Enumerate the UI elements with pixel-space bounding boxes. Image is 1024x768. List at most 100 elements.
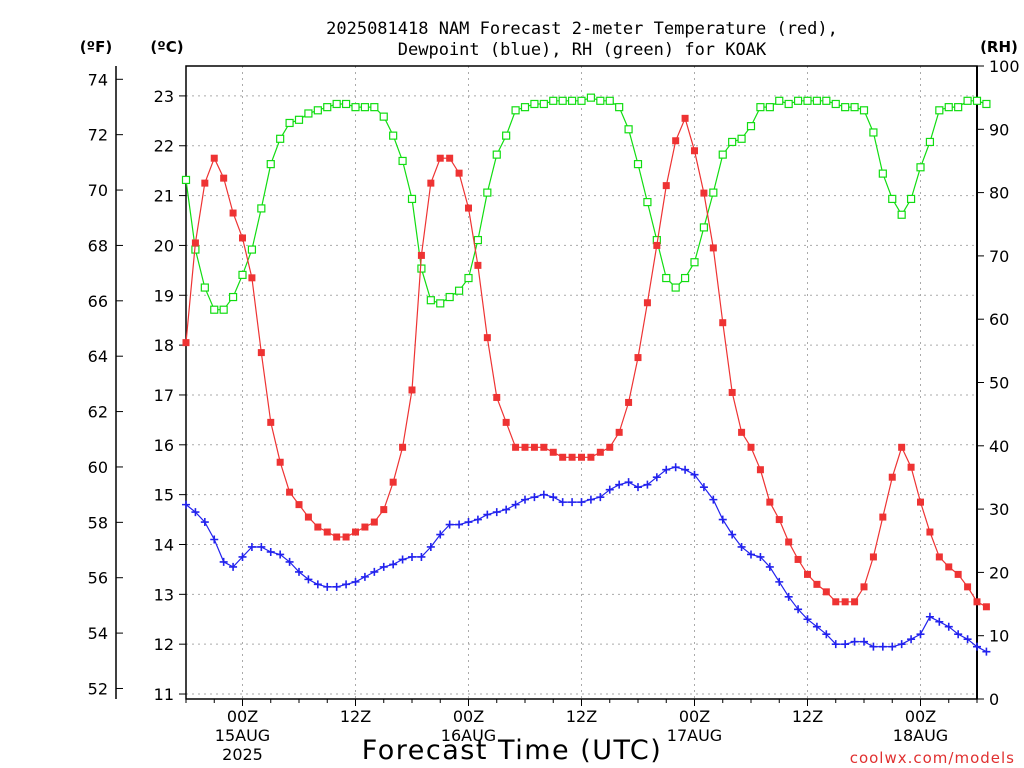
temperature-series-marker xyxy=(766,498,774,506)
rh-series-marker xyxy=(304,109,313,118)
temperature-series-marker xyxy=(935,553,943,561)
rh-series-marker xyxy=(407,194,417,204)
dewpoint-series-marker xyxy=(869,642,878,651)
tick-label-fahrenheit: 66 xyxy=(88,292,108,311)
temperature-series-marker xyxy=(380,506,388,514)
temperature-series-marker xyxy=(399,443,407,451)
dewpoint-series-marker xyxy=(511,500,520,509)
tick-label-celsius: 20 xyxy=(154,236,174,255)
rh-series-marker xyxy=(709,188,718,197)
temperature-series-marker xyxy=(775,516,783,524)
dewpoint-series-marker xyxy=(841,640,850,649)
rh-series-marker xyxy=(954,103,963,112)
dewpoint-series-marker xyxy=(210,535,219,544)
rh-series-marker xyxy=(285,118,294,128)
series-layer xyxy=(181,93,991,656)
temperature-series-marker xyxy=(446,154,454,162)
tick-label-rh: 40 xyxy=(989,437,1009,456)
dewpoint-series-marker xyxy=(521,495,529,504)
dewpoint-series-marker xyxy=(332,582,341,591)
temperature-series-marker xyxy=(813,580,821,588)
rh-series-marker xyxy=(596,96,605,105)
rh-series-marker xyxy=(483,188,492,197)
dewpoint-series-marker xyxy=(690,470,699,479)
temperature-series-marker xyxy=(898,443,906,451)
temperature-series-marker xyxy=(229,209,237,217)
temperature-series-marker xyxy=(276,458,284,466)
dewpoint-series-marker xyxy=(634,483,642,492)
rh-series-marker xyxy=(916,163,925,172)
tick-label-rh: 90 xyxy=(989,120,1009,139)
dewpoint-series-marker xyxy=(596,493,605,502)
temperature-series-marker xyxy=(239,234,246,242)
tick-label-fahrenheit: 68 xyxy=(88,236,108,255)
rh-series-marker xyxy=(803,96,812,105)
x-axis-label: Forecast Time (UTC) xyxy=(362,735,663,766)
plot-frame xyxy=(185,65,978,700)
temperature-series-marker xyxy=(455,169,463,177)
rh-series-marker xyxy=(718,150,727,159)
rh-series-marker xyxy=(492,150,501,159)
rh-series-marker xyxy=(897,210,906,219)
temperature-series-marker xyxy=(540,443,548,451)
temperature-series-marker xyxy=(352,528,359,536)
rh-series-marker xyxy=(624,125,633,134)
dewpoint-series-marker xyxy=(878,642,887,651)
temperature-series-marker xyxy=(427,179,435,187)
temperature-series-marker xyxy=(257,349,265,357)
dewpoint-series-marker xyxy=(266,547,275,556)
dewpoint-series-marker xyxy=(888,642,897,651)
temperature-series-marker xyxy=(653,241,661,249)
temperature-series-marker xyxy=(860,583,868,591)
tick-label-celsius: 17 xyxy=(154,386,174,405)
rh-series-marker xyxy=(530,99,539,109)
dewpoint-series-marker xyxy=(944,622,953,631)
dewpoint-series-marker xyxy=(502,505,511,514)
rh-series-marker xyxy=(360,103,370,112)
rh-series-marker xyxy=(370,103,379,112)
rh-series-marker xyxy=(906,194,916,204)
temperature-series-marker xyxy=(747,443,755,451)
tick-label-rh: 30 xyxy=(989,500,1009,519)
dewpoint-series-marker xyxy=(916,630,925,639)
dewpoint-series-marker xyxy=(577,498,586,507)
rh-series-marker xyxy=(549,96,558,105)
dewpoint-series-marker xyxy=(709,495,718,504)
temperature-series-marker xyxy=(361,523,369,531)
rh-series-marker xyxy=(558,96,567,105)
tick-label-fahrenheit: 70 xyxy=(88,181,108,200)
dewpoint-series-marker xyxy=(342,580,351,589)
temperature-series-marker xyxy=(191,239,199,247)
dewpoint-series-marker xyxy=(822,630,831,639)
rh-series-marker xyxy=(671,283,680,292)
dewpoint-series-marker xyxy=(408,552,416,561)
temperature-series-marker xyxy=(794,555,802,563)
temperature-series-marker xyxy=(832,598,840,606)
rh-series-marker xyxy=(728,137,737,147)
rh-series-marker xyxy=(473,235,483,245)
rh-series-marker xyxy=(200,283,209,292)
chart-title-line1: 2025081418 NAM Forecast 2-meter Temperat… xyxy=(326,19,838,39)
rh-series-marker xyxy=(436,299,445,308)
rh-series-marker xyxy=(389,131,398,140)
dewpoint-series-marker xyxy=(925,612,934,621)
tick-label-time: 12Z xyxy=(566,707,597,726)
temperature-series-marker xyxy=(493,393,501,401)
rh-series-marker xyxy=(746,122,756,131)
rh-series-marker xyxy=(454,286,464,295)
dewpoint-series-marker xyxy=(794,605,803,614)
dewpoint-series-marker xyxy=(257,542,266,551)
grid xyxy=(186,66,977,699)
temperature-series-marker xyxy=(483,334,491,342)
dewpoint-series-marker xyxy=(558,498,567,507)
dewpoint-series-marker xyxy=(229,562,238,571)
tick-label-rh: 50 xyxy=(989,374,1009,393)
temperature-series-marker xyxy=(606,443,614,451)
tick-label-date: 17AUG xyxy=(667,726,722,745)
tick-label-time: 12Z xyxy=(340,707,371,726)
temperature-series-line xyxy=(185,116,987,608)
dewpoint-series-marker xyxy=(351,577,360,586)
rh-series-marker xyxy=(219,305,228,314)
temperature-series-marker xyxy=(785,538,793,546)
